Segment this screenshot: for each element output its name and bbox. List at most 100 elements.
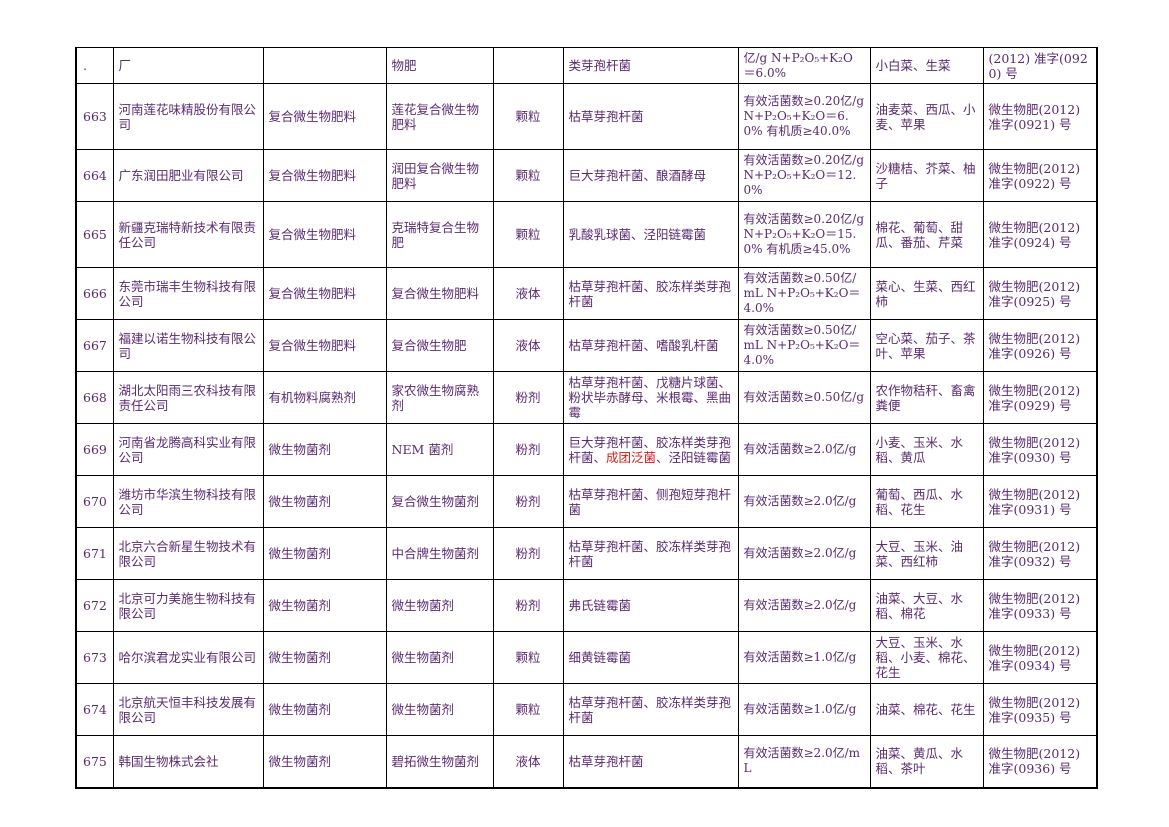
type-cell: 复合微生物肥料 (262, 83, 387, 150)
table-row: 670 潍坊市华滨生物科技有限公司 微生物菌剂 复合微生物菌剂 粉剂 枯草芽孢杆菌、侧孢短… (75, 475, 1098, 528)
type-cell: 复合微生物肥料 (262, 201, 387, 268)
company-cell: 河南莲花味精股份有限公司 (112, 83, 264, 150)
product-cell: 中合牌生物菌剂 (385, 527, 494, 580)
company-cell: 厂 (112, 47, 264, 84)
crops-cell: 油麦菜、西瓜、小麦、苹果 (869, 83, 984, 150)
type-cell: 微生物菌剂 (262, 631, 387, 684)
license-cell: 微生物肥(2012) 准字(0925) 号 (982, 267, 1098, 320)
product-cell: 克瑞特复合生物肥 (385, 201, 494, 268)
row-number: 668 (75, 371, 114, 424)
content-cell: 有效活菌数≥0.50亿/g (737, 371, 871, 424)
license-cell: 微生物肥(2012) 准字(0930) 号 (982, 423, 1098, 476)
content-cell: 有效活菌数≥0.50亿/mL N+P₂O₅+K₂O＝4.0% (737, 267, 871, 320)
strain-cell: 枯草芽孢杆菌、胶冻样类芽孢杆菌 (562, 267, 739, 320)
strain-cell: 巨大芽孢杆菌、酿酒酵母 (562, 149, 739, 202)
content-cell: 有效活菌数≥0.50亿/mL N+P₂O₅+K₂O＝4.0% (737, 319, 871, 372)
product-cell: 微生物菌剂 (385, 631, 494, 684)
table-row: 674 北京航天恒丰科技发展有限公司 微生物菌剂 微生物菌剂 颗粒 枯草芽孢杆菌、胶冻样类… (75, 683, 1098, 736)
table-row: 663 河南莲花味精股份有限公司 复合微生物肥料 莲花复合微生物肥料 颗粒 枯草芽孢杆菌有… (75, 83, 1098, 150)
strain-text: 巨大芽孢杆菌、胶冻样类芽孢杆菌、 (568, 434, 732, 465)
content-cell: 有效活菌数≥2.0亿/g (737, 527, 871, 580)
table-row: 671 北京六合新星生物技术有限公司 微生物菌剂 中合牌生物菌剂 粉剂 枯草芽孢杆菌、胶冻… (75, 527, 1098, 580)
row-number: 675 (75, 735, 114, 788)
strain-cell: 巨大芽孢杆菌、胶冻样类芽孢杆菌、成团泛菌、泾阳链霉菌 (562, 423, 739, 476)
strain-cell: 枯草芽孢杆菌 (562, 735, 739, 788)
table-row: 664 广东润田肥业有限公司 复合微生物肥料 润田复合微生物肥料 颗粒 巨大芽孢杆菌、酿酒… (75, 149, 1098, 202)
product-cell: 复合微生物肥 (385, 319, 494, 372)
form-cell: 颗粒 (492, 631, 564, 684)
crops-cell: 菜心、生菜、西红柿 (869, 267, 984, 320)
type-cell: 微生物菌剂 (262, 735, 387, 788)
crops-cell: 大豆、玉米、水稻、小麦、棉花、花生 (869, 631, 984, 684)
content-cell: 有效活菌数≥2.0亿/mL (737, 735, 871, 788)
crops-cell: 油菜、棉花、花生 (869, 683, 984, 736)
company-cell: 北京可力美施生物科技有限公司 (112, 579, 264, 632)
form-cell: 颗粒 (492, 683, 564, 736)
crops-cell: 小麦、玉米、水稻、黄瓜 (869, 423, 984, 476)
form-cell: 粉剂 (492, 371, 564, 424)
content-cell: 亿/g N+P₂O₅+K₂O＝6.0% (737, 47, 871, 84)
type-cell: 微生物菌剂 (262, 527, 387, 580)
highlighted-strain: 成团泛菌 (606, 449, 657, 465)
row-number: . (75, 47, 114, 84)
company-cell: 新疆克瑞特新技术有限责任公司 (112, 201, 264, 268)
license-cell: 微生物肥(2012) 准字(0929) 号 (982, 371, 1098, 424)
company-cell: 福建以诺生物科技有限公司 (112, 319, 264, 372)
content-cell: 有效活菌数≥2.0亿/g (737, 475, 871, 528)
row-number: 671 (75, 527, 114, 580)
strain-cell: 枯草芽孢杆菌、戊糖片球菌、粉状毕赤酵母、米根霉、黑曲霉 (562, 371, 739, 424)
row-number: 666 (75, 267, 114, 320)
strain-text: 、泾阳链霉菌 (656, 449, 732, 465)
type-cell: 微生物菌剂 (262, 475, 387, 528)
company-cell: 韩国生物株式会社 (112, 735, 264, 788)
crops-cell: 沙糖桔、芥菜、柚子 (869, 149, 984, 202)
strain-cell: 枯草芽孢杆菌、胶冻样类芽孢杆菌 (562, 527, 739, 580)
form-cell: 粉剂 (492, 475, 564, 528)
strain-cell: 枯草芽孢杆菌 (562, 83, 739, 150)
table-row: . 厂 物肥 类芽孢杆菌 亿/g N+P₂O₅+K₂O＝6.0% 小白菜、生菜 … (75, 47, 1098, 84)
license-cell: 微生物肥(2012) 准字(0926) 号 (982, 319, 1098, 372)
type-cell: 微生物菌剂 (262, 423, 387, 476)
company-cell: 潍坊市华滨生物科技有限公司 (112, 475, 264, 528)
license-cell: (2012) 准字(0920) 号 (982, 47, 1098, 84)
type-cell: 复合微生物肥料 (262, 319, 387, 372)
license-cell: 微生物肥(2012) 准字(0936) 号 (982, 735, 1098, 788)
row-number: 673 (75, 631, 114, 684)
product-cell: 复合微生物菌剂 (385, 475, 494, 528)
type-cell: 复合微生物肥料 (262, 149, 387, 202)
product-cell: 润田复合微生物肥料 (385, 149, 494, 202)
table-row: 666 东莞市瑞丰生物科技有限公司 复合微生物肥料 复合微生物肥料 液体 枯草芽孢杆菌、胶… (75, 267, 1098, 320)
row-number: 663 (75, 83, 114, 150)
license-cell: 微生物肥(2012) 准字(0924) 号 (982, 201, 1098, 268)
product-cell: 家农微生物腐熟剂 (385, 371, 494, 424)
license-cell: 微生物肥(2012) 准字(0921) 号 (982, 83, 1098, 150)
company-cell: 东莞市瑞丰生物科技有限公司 (112, 267, 264, 320)
table-row: 675 韩国生物株式会社 微生物菌剂 碧拓微生物菌剂 液体 枯草芽孢杆菌 有效活菌数≥2.0… (75, 735, 1098, 788)
crops-cell: 棉花、葡萄、甜瓜、番茄、芹菜 (869, 201, 984, 268)
product-cell: 物肥 (385, 47, 494, 84)
company-cell: 广东润田肥业有限公司 (112, 149, 264, 202)
table-row: 667 福建以诺生物科技有限公司 复合微生物肥料 复合微生物肥 液体 枯草芽孢杆菌、嗜酸乳… (75, 319, 1098, 372)
content-cell: 有效活菌数≥1.0亿/g (737, 683, 871, 736)
product-cell: 碧拓微生物菌剂 (385, 735, 494, 788)
strain-cell: 枯草芽孢杆菌、嗜酸乳杆菌 (562, 319, 739, 372)
product-cell: 复合微生物肥料 (385, 267, 494, 320)
content-cell: 有效活菌数≥2.0亿/g (737, 579, 871, 632)
crops-cell: 油菜、大豆、水稻、棉花 (869, 579, 984, 632)
table-row: 668 湖北太阳雨三农科技有限责任公司 有机物料腐熟剂 家农微生物腐熟剂 粉剂 枯草芽孢杆… (75, 371, 1098, 424)
product-cell: 莲花复合微生物肥料 (385, 83, 494, 150)
table-row: 665 新疆克瑞特新技术有限责任公司 复合微生物肥料 克瑞特复合生物肥 颗粒 乳酸乳球菌、… (75, 201, 1098, 268)
license-cell: 微生物肥(2012) 准字(0934) 号 (982, 631, 1098, 684)
product-cell: NEM 菌剂 (385, 423, 494, 476)
content-cell: 有效活菌数≥1.0亿/g (737, 631, 871, 684)
type-cell: 有机物料腐熟剂 (262, 371, 387, 424)
row-number: 674 (75, 683, 114, 736)
type-cell: 复合微生物肥料 (262, 267, 387, 320)
license-cell: 微生物肥(2012) 准字(0922) 号 (982, 149, 1098, 202)
company-cell: 北京航天恒丰科技发展有限公司 (112, 683, 264, 736)
row-number: 665 (75, 201, 114, 268)
type-cell: 微生物菌剂 (262, 579, 387, 632)
strain-cell: 弗氏链霉菌 (562, 579, 739, 632)
crops-cell: 大豆、玉米、油菜、西红柿 (869, 527, 984, 580)
form-cell: 颗粒 (492, 83, 564, 150)
